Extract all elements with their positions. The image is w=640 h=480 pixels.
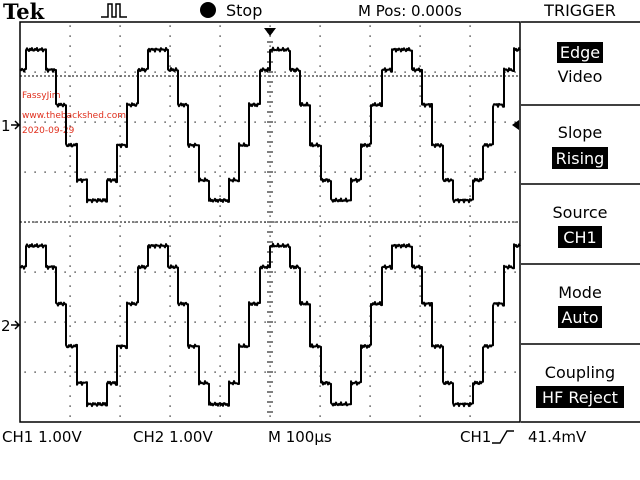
menu-slope-label: Slope — [558, 123, 602, 142]
ch2-scale: CH2 1.00V — [133, 428, 213, 446]
ch1-scale: CH1 1.00V — [2, 428, 82, 446]
watermark-date: 2020-09-29 — [22, 126, 75, 136]
ch2-marker[interactable]: 2 — [1, 317, 21, 335]
menu-slope-button[interactable]: Slope Rising — [552, 123, 608, 169]
run-status-icon — [200, 2, 216, 18]
run-status: Stop — [226, 1, 262, 20]
ch2-trace — [19, 242, 521, 408]
menu-title: TRIGGER — [543, 1, 616, 20]
menu-coupling-button[interactable]: Coupling HF Reject — [536, 363, 624, 408]
trigger-level-icon — [512, 120, 519, 130]
trigger-level: 41.4mV — [528, 428, 587, 446]
watermark-site: www.thebackshed.com — [22, 111, 126, 121]
acquisition-icon — [101, 3, 127, 18]
trigger-menu: Edge Video Slope Rising Source CH1 Mode … — [521, 21, 640, 423]
graticule-grid — [20, 21, 520, 423]
menu-mode-button[interactable]: Mode Auto — [558, 283, 602, 328]
status-readout: CH1 1.00V CH2 1.00V M 100µs CH1 41.4mV — [2, 428, 587, 446]
brand-logo: Tek — [3, 0, 45, 24]
menu-coupling-value: HF Reject — [542, 388, 618, 407]
timebase: M 100µs — [268, 428, 332, 446]
ch1-marker-label: 1 — [1, 117, 11, 135]
menu-mode-value: Auto — [561, 308, 598, 327]
menu-type-selected: Edge — [560, 43, 600, 62]
ch1-marker[interactable]: 1 — [1, 117, 21, 135]
trigger-source: CH1 — [460, 428, 491, 446]
ch2-marker-label: 2 — [1, 317, 11, 335]
waveform-traces — [19, 46, 521, 408]
ch1-trace — [19, 46, 521, 204]
menu-source-label: Source — [553, 203, 608, 222]
menu-slope-value: Rising — [556, 149, 605, 168]
menu-source-button[interactable]: Source CH1 — [553, 203, 608, 248]
horizontal-position: M Pos: 0.000s — [358, 2, 462, 20]
menu-type-alt: Video — [558, 67, 603, 86]
menu-mode-label: Mode — [558, 283, 602, 302]
watermark-name: FassyJim — [22, 91, 61, 101]
menu-source-value: CH1 — [563, 228, 596, 247]
menu-coupling-label: Coupling — [545, 363, 615, 382]
rising-edge-icon — [492, 430, 514, 444]
menu-type-button[interactable]: Edge Video — [557, 42, 603, 86]
